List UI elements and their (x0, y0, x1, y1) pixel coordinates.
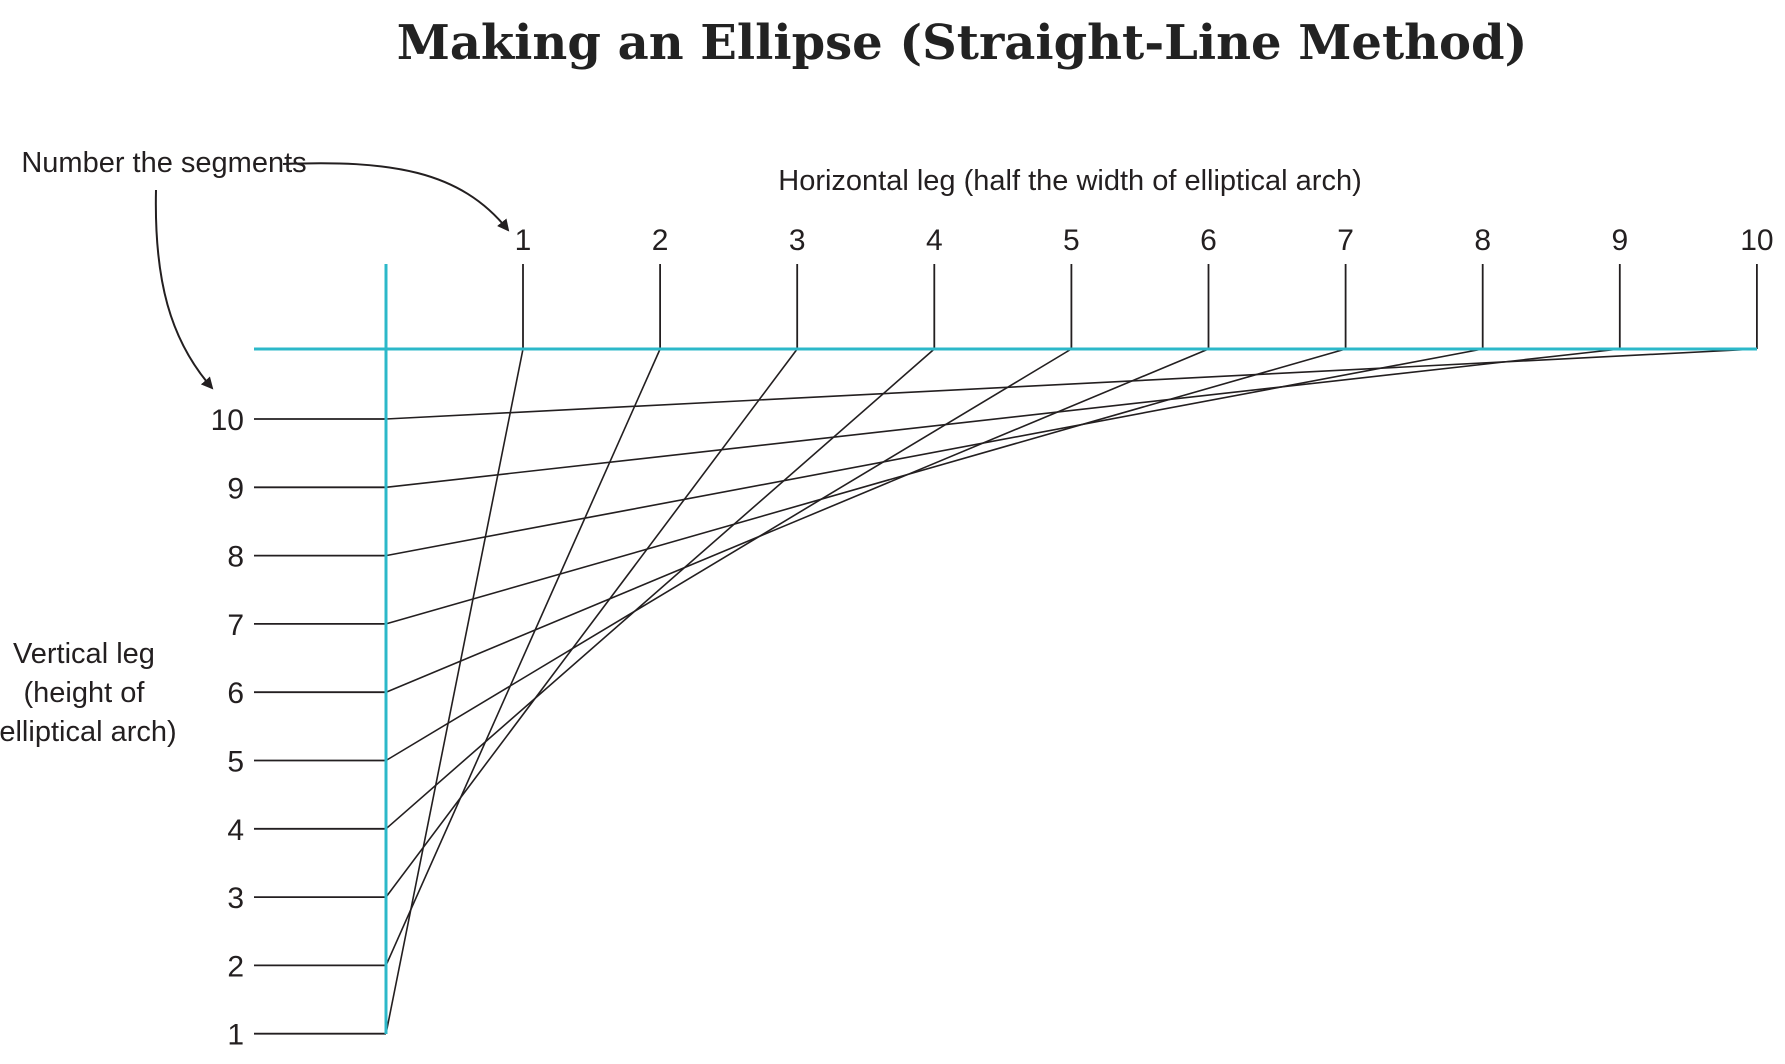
horizontal-ticks: 1 2 3 4 5 6 7 8 9 10 (515, 224, 1774, 349)
string-line-4 (385, 348, 935, 830)
horizontal-number-10: 10 (1740, 224, 1773, 257)
vertical-number-1: 1 (227, 1019, 244, 1052)
string-line-6 (385, 348, 1209, 693)
horizontal-number-3: 3 (789, 224, 806, 257)
horizontal-leg-label: Horizontal leg (half the width of ellipt… (778, 165, 1362, 197)
horizontal-number-5: 5 (1063, 224, 1080, 257)
horizontal-number-6: 6 (1200, 224, 1217, 257)
horizontal-number-9: 9 (1611, 224, 1628, 257)
horizontal-number-8: 8 (1474, 224, 1491, 257)
horizontal-number-2: 2 (652, 224, 669, 257)
vertical-number-6: 6 (227, 677, 244, 710)
callout-label: Number the segments (21, 147, 306, 179)
callout-arrow-vertical (154, 189, 214, 390)
callout-arrow-horizontal (282, 162, 510, 232)
horizontal-number-7: 7 (1337, 224, 1354, 257)
vertical-number-7: 7 (227, 609, 244, 642)
vertical-number-3: 3 (227, 882, 244, 915)
horizontal-number-4: 4 (926, 224, 943, 257)
string-line-2 (385, 348, 661, 966)
vertical-number-5: 5 (227, 746, 244, 779)
string-lines (385, 348, 1757, 1034)
vertical-ticks: 10 9 8 7 6 5 4 3 2 1 (211, 404, 386, 1052)
vertical-leg-label: Vertical leg (height of elliptical arch) (0, 638, 177, 748)
horizontal-number-1: 1 (515, 224, 532, 257)
string-line-3 (385, 348, 798, 898)
string-line-9 (385, 348, 1620, 489)
vertical-number-2: 2 (227, 950, 244, 983)
vertical-number-4: 4 (227, 814, 244, 847)
vertical-leg-label-line-3: elliptical arch) (0, 716, 177, 748)
vertical-leg-label-line-1: Vertical leg (13, 638, 155, 670)
vertical-number-8: 8 (227, 541, 244, 574)
string-line-7 (385, 348, 1346, 625)
string-line-8 (385, 348, 1483, 557)
string-line-10 (385, 348, 1757, 420)
vertical-number-10: 10 (211, 404, 244, 437)
string-line-5 (385, 348, 1072, 762)
string-line-1 (385, 348, 524, 1034)
vertical-number-9: 9 (227, 472, 244, 505)
diagram-title: Making an Ellipse (Straight-Line Method) (397, 15, 1528, 71)
vertical-leg-label-line-2: (height of (24, 677, 146, 709)
